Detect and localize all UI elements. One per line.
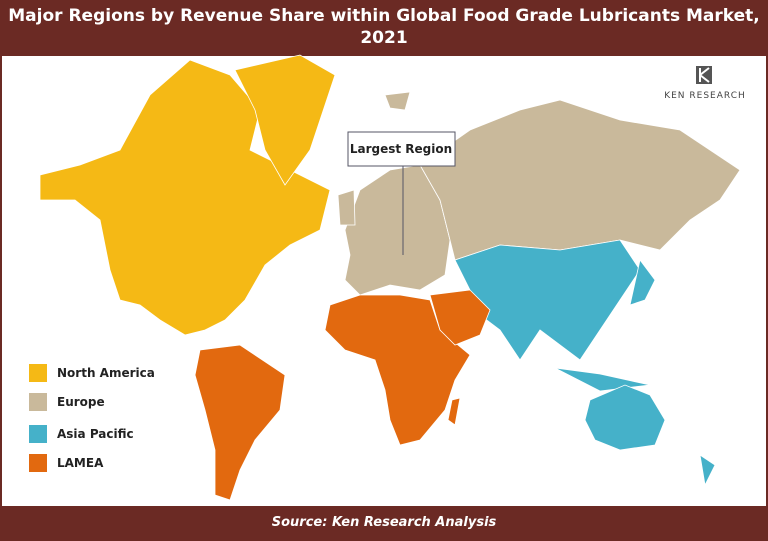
logo-text: KEN RESEARCH	[664, 91, 746, 101]
annotation-box	[347, 131, 456, 167]
source: Source: Ken Research Analysis	[0, 508, 768, 541]
japan-shape	[629, 259, 656, 306]
madagascar-shape	[447, 397, 461, 426]
legend-swatch	[29, 393, 47, 411]
legend-swatch	[29, 454, 47, 472]
legend: North America Europe Asia Pacific LAMEA	[29, 364, 155, 472]
legend-label: Asia Pacific	[57, 427, 134, 441]
middle-east-shape	[429, 289, 491, 346]
north-america	[39, 54, 336, 336]
logo: KEN RESEARCH	[664, 66, 746, 101]
title: Major Regions by Revenue Share within Gl…	[0, 0, 768, 54]
legend-label: LAMEA	[57, 456, 104, 470]
africa-shape	[324, 294, 471, 446]
logo-icon	[696, 66, 712, 84]
asia-pacific	[454, 239, 716, 487]
lamea	[194, 289, 491, 501]
asia-shape	[454, 239, 641, 361]
legend-label: Europe	[57, 395, 105, 409]
annotation-label: Largest Region	[350, 142, 452, 156]
map: Largest Region KEN RESEARCH North Americ…	[0, 54, 768, 508]
legend-swatch	[29, 364, 47, 382]
australia-shape	[584, 384, 666, 451]
legend-swatch	[29, 425, 47, 443]
uk-shape	[337, 189, 356, 226]
logo-k	[699, 67, 710, 83]
svalbard-shape	[384, 91, 411, 111]
legend-label: North America	[57, 366, 155, 380]
europe-shape	[344, 164, 451, 296]
new-zealand-shape	[699, 454, 716, 487]
south-america-shape	[194, 344, 286, 501]
north-america-shape	[39, 59, 331, 336]
europe	[337, 91, 741, 296]
greenland-shape	[234, 54, 336, 186]
